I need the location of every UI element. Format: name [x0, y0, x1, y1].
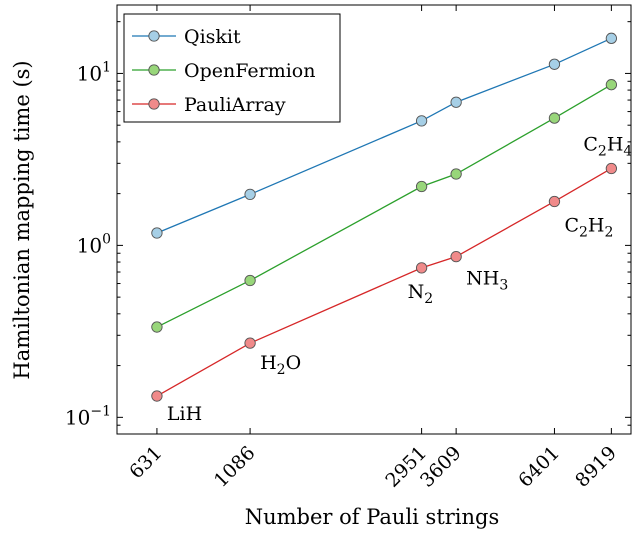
legend-marker-qiskit — [148, 30, 160, 42]
series-pauliarray — [151, 162, 618, 402]
label-text: H — [260, 352, 277, 374]
y-tick-base: 10 — [77, 233, 102, 257]
legend-marker-pauliarray — [148, 98, 160, 110]
molecule-label-0: LiH — [167, 403, 202, 425]
series-qiskit — [151, 32, 618, 239]
data-point — [548, 58, 561, 70]
y-tick-exponent: 0 — [102, 231, 111, 247]
y-tick-label-2: 101 — [77, 59, 111, 85]
series-line-pauliarray — [156, 167, 612, 397]
subscript: 2 — [598, 143, 607, 159]
data-point — [450, 168, 462, 180]
data-point — [415, 262, 428, 274]
label-text: LiH — [167, 403, 202, 425]
data-point — [244, 274, 256, 287]
molecule-label-2: N2 — [408, 281, 434, 307]
series-openfermion — [151, 79, 618, 333]
data-point — [548, 195, 561, 208]
x-tick-label-5: 8919 — [571, 442, 621, 492]
data-point — [151, 227, 163, 239]
series-line-openfermion — [156, 84, 612, 328]
x-axis-label: Number of Pauli strings — [245, 505, 500, 529]
label-text: O — [286, 352, 302, 374]
y-axis-label: Hamiltonian mapping time (s) — [10, 60, 34, 379]
data-point — [151, 390, 163, 402]
label-text: H — [607, 133, 624, 155]
data-point — [415, 180, 428, 193]
y-tick-exponent: 1 — [102, 59, 111, 75]
data-point — [244, 337, 256, 349]
data-point — [605, 79, 618, 91]
subscript: 2 — [277, 362, 286, 378]
subscript: 2 — [605, 224, 614, 240]
legend-label-openfermion: OpenFermion — [184, 60, 315, 82]
label-text: C — [564, 214, 579, 236]
data-point — [450, 96, 462, 108]
plot-area-frame — [116, 4, 632, 435]
x-tick-label-4: 6401 — [514, 442, 564, 492]
y-tick-base: 10 — [77, 61, 102, 85]
subscript: 2 — [579, 224, 588, 240]
data-point — [450, 250, 462, 263]
legend-label-pauliarray: PauliArray — [184, 94, 286, 116]
y-tick-exponent: −1 — [90, 403, 111, 419]
molecule-label-1: H2O — [260, 352, 301, 378]
legend: Qiskit OpenFermion PauliArray — [123, 13, 341, 123]
molecule-label-3: NH3 — [466, 268, 508, 294]
legend-marker-openfermion — [148, 64, 160, 76]
data-point — [151, 321, 163, 333]
y-tick-base: 10 — [65, 405, 90, 429]
label-text: N — [408, 281, 425, 303]
data-point — [605, 162, 618, 175]
subscript: 2 — [424, 291, 433, 307]
label-text: C — [583, 133, 598, 155]
series-layer — [151, 32, 618, 402]
series-line-qiskit — [156, 37, 612, 234]
x-tick-label-1: 1086 — [210, 442, 260, 492]
label-text: H — [588, 214, 605, 236]
molecule-label-5: C2H4 — [583, 133, 632, 159]
x-tick-label-3: 3609 — [416, 442, 466, 492]
data-point — [605, 32, 618, 44]
label-text: NH — [466, 268, 499, 290]
subscript: 4 — [623, 143, 632, 159]
axis-ticks — [117, 5, 631, 435]
data-point — [415, 115, 428, 127]
molecule-label-4: C2H2 — [564, 214, 613, 240]
subscript: 3 — [499, 278, 508, 294]
x-tick-label-0: 631 — [125, 442, 166, 483]
y-tick-label-1: 100 — [77, 231, 111, 257]
data-point — [548, 112, 561, 124]
y-tick-label-0: 10−1 — [65, 403, 111, 429]
data-point — [244, 188, 256, 201]
legend-label-qiskit: Qiskit — [184, 26, 241, 48]
